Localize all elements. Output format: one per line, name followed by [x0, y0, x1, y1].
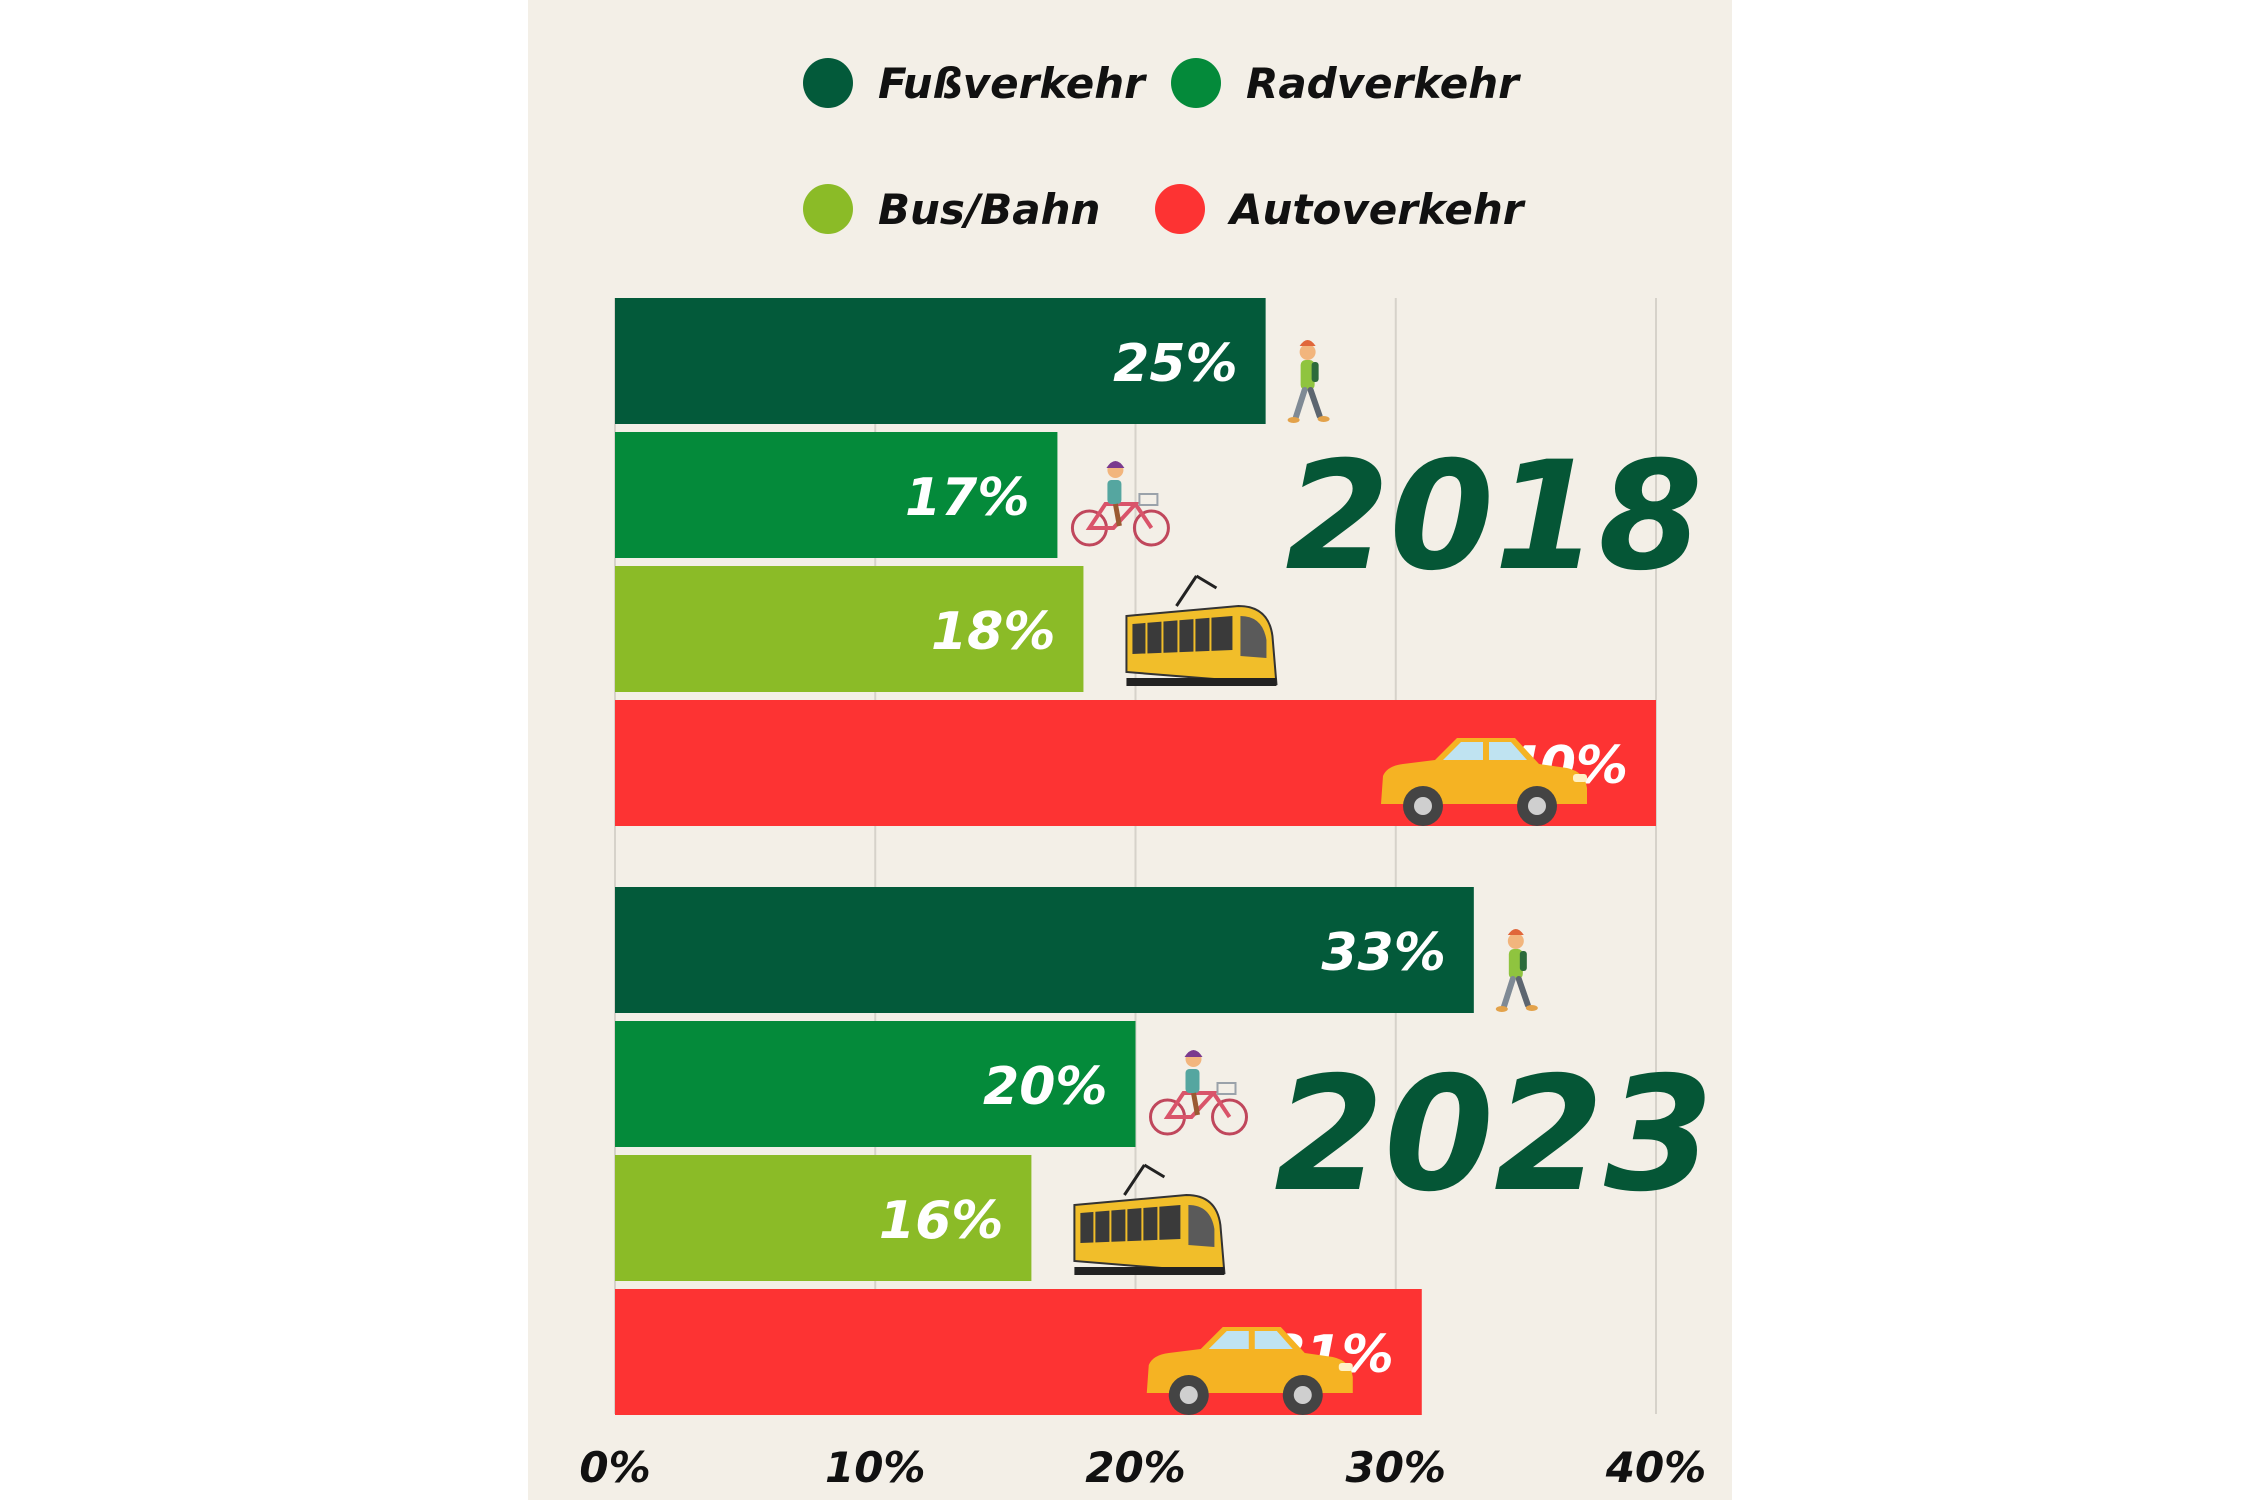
legend-label: Radverkehr [1246, 59, 1521, 108]
pedestrian-icon [1496, 929, 1538, 1012]
bar [615, 298, 1266, 424]
data-label: 18% [931, 602, 1055, 662]
x-tick-label: 30% [1345, 1443, 1446, 1492]
legend-label: Bus/Bahn [878, 185, 1100, 234]
pedestrian-icon [1288, 340, 1330, 423]
legend-label: Fußverkehr [878, 59, 1147, 108]
data-label: 25% [1113, 334, 1237, 394]
year-label: 2023 [1274, 1043, 1714, 1227]
data-label: 17% [905, 468, 1029, 528]
data-label: 20% [983, 1057, 1107, 1117]
x-axis-ticks: 0% 10% 20% 30% 40% [579, 1443, 1706, 1492]
legend: Fußverkehr Radverkehr Bus/Bahn Autoverkehr [803, 58, 1526, 234]
bicycle-icon [1072, 461, 1168, 545]
x-tick-label: 20% [1085, 1443, 1186, 1492]
tram-icon [1072, 1163, 1226, 1277]
x-tick-label: 10% [825, 1443, 926, 1492]
year-labels: 2018 2023 [1274, 430, 1714, 1227]
bar [615, 887, 1474, 1013]
bar [615, 1155, 1032, 1281]
bar [615, 432, 1058, 558]
legend-marker [1155, 184, 1205, 234]
legend-marker [803, 58, 853, 108]
x-tick-label: 40% [1605, 1443, 1707, 1492]
data-label: 33% [1321, 923, 1445, 983]
bicycle-icon [1151, 1050, 1247, 1134]
bars: 25%17%18%40%33%20%16%31% [615, 298, 1656, 1415]
year-label: 2018 [1285, 430, 1702, 604]
bar [615, 1021, 1136, 1147]
x-tick-label: 0% [579, 1443, 650, 1492]
legend-label: Autoverkehr [1227, 185, 1526, 234]
bar [615, 566, 1084, 692]
tram-icon [1124, 574, 1278, 688]
legend-marker [1171, 58, 1221, 108]
legend-marker [803, 184, 853, 234]
data-label: 16% [879, 1191, 1003, 1251]
